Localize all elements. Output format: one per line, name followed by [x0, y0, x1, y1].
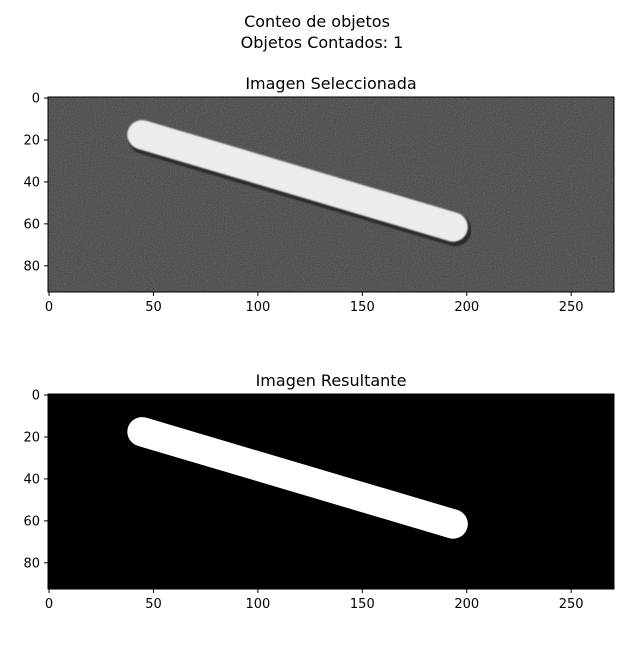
object-stick — [127, 120, 468, 242]
x-tick-label: 200 — [454, 597, 479, 612]
axes-frame — [47, 393, 615, 590]
y-tick-label: 20 — [23, 430, 40, 445]
y-tick-label: 80 — [23, 259, 40, 274]
panel-result-image: Imagen Resultante 0 50 100 150 200 250 0 20 40 60 8… — [23, 371, 615, 612]
panel-title: Imagen Seleccionada — [245, 74, 416, 93]
x-tick-label: 0 — [45, 597, 53, 612]
figure-suptitle-line2: Objetos Contados: 1 — [241, 33, 404, 52]
panel-title: Imagen Resultante — [256, 371, 407, 390]
figure-suptitle-line1: Conteo de objetos — [244, 12, 390, 31]
y-tick-label: 60 — [23, 217, 40, 232]
x-tick-label: 50 — [145, 597, 162, 612]
x-tick-label: 0 — [45, 300, 53, 315]
x-tick-label: 250 — [559, 300, 584, 315]
y-tick-label: 0 — [32, 92, 40, 107]
x-tick-label: 150 — [350, 300, 375, 315]
y-tick-label: 80 — [23, 556, 40, 571]
x-tick-label: 50 — [145, 300, 162, 315]
x-tick-label: 200 — [454, 300, 479, 315]
y-tick-label: 40 — [23, 175, 40, 190]
y-tick-label: 0 — [32, 389, 40, 404]
y-tick-label: 40 — [23, 472, 40, 487]
x-tick-label: 150 — [350, 597, 375, 612]
object-stick — [127, 417, 468, 539]
x-tick-label: 100 — [245, 597, 270, 612]
y-tick-label: 60 — [23, 514, 40, 529]
y-tick-label: 20 — [23, 133, 40, 148]
x-tick-label: 100 — [245, 300, 270, 315]
panel-selected-image: Imagen Seleccionada 0 50 100 150 200 250 0 20 40 6… — [23, 74, 615, 315]
x-tick-label: 250 — [559, 597, 584, 612]
axes-frame — [47, 96, 615, 293]
